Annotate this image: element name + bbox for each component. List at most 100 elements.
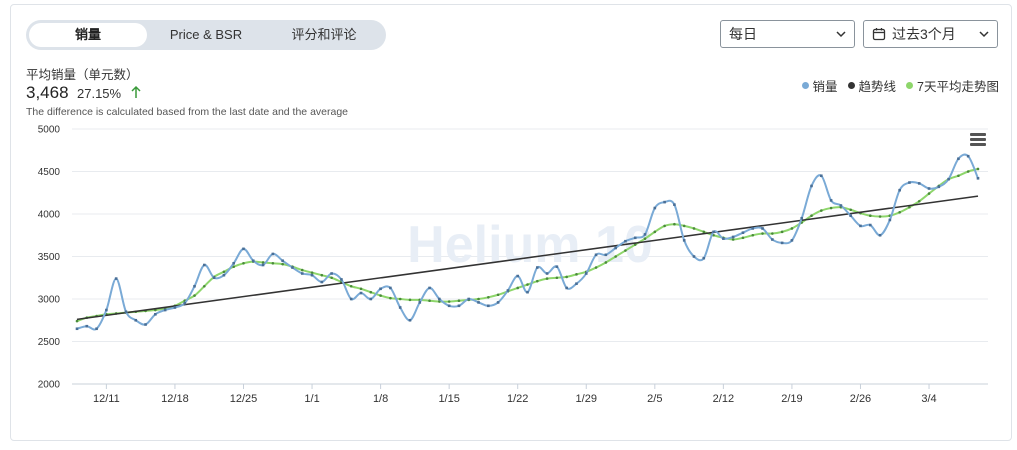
tab-price-bsr[interactable]: Price & BSR (169, 27, 243, 42)
point-7day-avg (917, 199, 921, 203)
point-sales (908, 181, 911, 184)
y-tick-label: 5000 (38, 125, 61, 136)
point-sales (878, 233, 882, 237)
date-range-select-value: 过去3个月 (892, 26, 956, 42)
point-sales (134, 318, 138, 322)
point-sales (144, 323, 147, 326)
legend-label-trendline: 趋势线 (858, 80, 897, 94)
point-7day-avg (349, 284, 353, 288)
point-sales (418, 301, 422, 304)
point-7day-avg (428, 299, 431, 303)
point-sales (330, 272, 333, 275)
point-7day-avg (741, 236, 745, 240)
point-7day-avg (653, 230, 657, 234)
chart-card (10, 4, 1012, 441)
point-7day-avg (820, 209, 823, 212)
x-tick-label: 2/19 (781, 393, 802, 405)
point-sales (163, 308, 167, 312)
metric-value: 3,468 (26, 83, 69, 102)
point-sales (976, 177, 980, 180)
point-sales (731, 235, 735, 239)
point-sales (702, 256, 706, 260)
point-7day-avg (193, 294, 196, 297)
point-sales (565, 286, 568, 290)
point-sales (751, 227, 755, 230)
point-sales (663, 200, 666, 204)
point-7day-avg (976, 167, 980, 171)
point-7day-avg (75, 319, 79, 323)
point-sales (614, 246, 617, 250)
point-sales (653, 206, 657, 210)
metric-change: 27.15% (77, 86, 122, 101)
x-tick-label: 12/25 (230, 393, 258, 405)
point-7day-avg (535, 279, 539, 283)
legend-label-7day-avg: 7天平均走势图 (917, 80, 999, 94)
point-7day-avg (731, 238, 735, 241)
point-sales (496, 301, 500, 304)
point-7day-avg (898, 211, 901, 214)
point-sales (741, 231, 745, 234)
point-7day-avg (516, 286, 520, 290)
point-sales (947, 177, 950, 181)
tab-sales[interactable]: 销量 (29, 23, 147, 47)
legend-item-trendline[interactable]: 趋势线 (847, 76, 897, 95)
point-sales (526, 290, 529, 294)
x-tick-label: 2/26 (850, 393, 871, 405)
point-sales (584, 272, 588, 275)
point-sales (545, 272, 549, 275)
point-7day-avg (643, 237, 647, 240)
point-sales (868, 223, 872, 227)
arrow-up-icon (131, 85, 141, 98)
chart-menu-button[interactable] (970, 133, 986, 147)
legend-item-sales[interactable]: 销量 (801, 76, 838, 95)
point-sales (917, 182, 921, 185)
point-sales (957, 157, 960, 161)
point-sales (310, 273, 314, 277)
y-tick-label: 3500 (38, 252, 61, 263)
point-7day-avg (477, 297, 480, 301)
point-7day-avg (692, 227, 696, 230)
point-sales (105, 308, 108, 312)
legend-dot-sales (801, 82, 809, 89)
point-sales (398, 306, 402, 309)
point-7day-avg (496, 293, 500, 297)
point-sales (447, 304, 451, 308)
point-7day-avg (369, 290, 373, 294)
x-tick-label: 1/8 (373, 393, 388, 405)
x-tick-label: 1/22 (507, 393, 528, 405)
point-sales (575, 282, 578, 285)
point-7day-avg (663, 224, 666, 228)
point-sales (271, 252, 275, 256)
point-sales (516, 274, 520, 278)
point-sales (242, 247, 245, 251)
point-7day-avg (359, 287, 363, 291)
point-sales (633, 236, 637, 240)
point-7day-avg (203, 284, 206, 288)
x-axis: 12/11 12/18 12/25 1/1 1/8 1/15 1/22 1/29 2/5 2/12… (93, 384, 937, 405)
point-sales (467, 297, 471, 301)
y-tick-label: 3000 (38, 295, 61, 306)
point-sales (232, 262, 235, 265)
interval-select-value: 每日 (729, 26, 757, 42)
date-range-select[interactable]: 过去3个月 (863, 20, 998, 48)
legend-item-7day-avg[interactable]: 7天平均走势图 (906, 76, 999, 95)
point-sales (359, 291, 363, 295)
tab-ratings-reviews[interactable]: 评分和评论 (291, 27, 357, 42)
point-sales (203, 263, 206, 267)
y-tick-label: 4000 (38, 210, 61, 221)
point-7day-avg (320, 273, 324, 277)
point-sales (369, 297, 373, 301)
point-7day-avg (281, 262, 284, 266)
chevron-down-icon (836, 31, 846, 38)
point-7day-avg (398, 297, 402, 301)
point-7day-avg (790, 227, 794, 230)
interval-select[interactable]: 每日 (720, 20, 855, 48)
menu-bar (970, 143, 986, 146)
menu-bar (970, 133, 986, 136)
x-tick-label: 1/1 (304, 393, 319, 405)
point-7day-avg (604, 261, 608, 264)
point-sales (389, 286, 392, 290)
point-7day-avg (771, 232, 774, 235)
point-7day-avg (624, 249, 627, 252)
